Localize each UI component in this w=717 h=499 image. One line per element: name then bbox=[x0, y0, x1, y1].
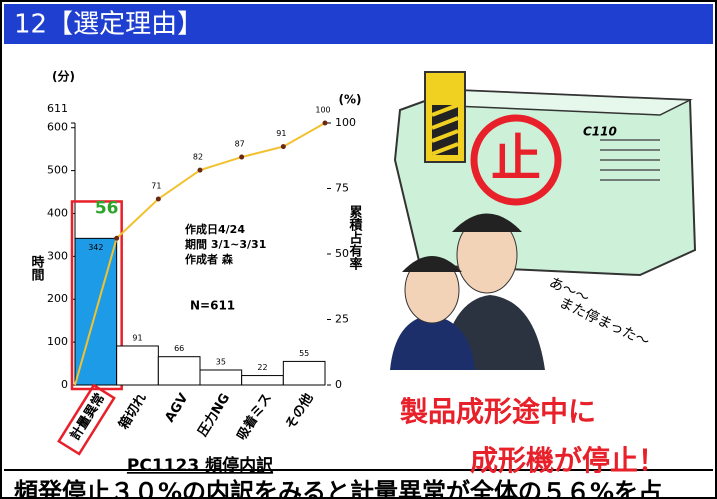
note: 期間 3/1~3/31 bbox=[185, 237, 266, 251]
y2-tick-label: 75 bbox=[335, 182, 349, 195]
value-label: 22 bbox=[257, 363, 267, 372]
x-tick-label: AGV bbox=[162, 391, 191, 425]
y-tick-label: 400 bbox=[47, 206, 68, 219]
cumulative-label: 71 bbox=[151, 181, 161, 190]
slide: 12【選定理由】 頻発停止３０%の内訳をみると計量異常が全体の５６%を占 C11… bbox=[0, 0, 717, 499]
x-tick-label: 箱切れ bbox=[116, 390, 150, 432]
speech-line: また停まった～ bbox=[557, 294, 653, 351]
cumulative-line bbox=[117, 123, 325, 238]
x-tick-label: 圧力NG bbox=[194, 390, 233, 439]
footer-text: 頻発停止３０%の内訳をみると計量異常が全体の５６%を占 bbox=[14, 478, 662, 499]
note: 作成者 森 bbox=[185, 252, 234, 266]
illustration: C110 止 あ～～ また停まった～ bbox=[390, 72, 695, 370]
y-tick-label: 500 bbox=[47, 164, 68, 177]
y-tick-label: 0 bbox=[61, 378, 68, 391]
caption-line: 成形機が停止！ bbox=[470, 444, 666, 477]
bar bbox=[242, 376, 284, 385]
cumulative-label: 91 bbox=[276, 129, 286, 138]
value-label: 55 bbox=[299, 349, 309, 358]
bar bbox=[117, 346, 159, 385]
y2-tick-label: 50 bbox=[335, 247, 349, 260]
y2-tick-label: 25 bbox=[335, 313, 349, 326]
caption-line: 製品成形途中に bbox=[400, 395, 596, 428]
value-label: 91 bbox=[132, 333, 142, 342]
x-tick-label: 吸着ミス bbox=[234, 390, 275, 443]
cumulative-point bbox=[323, 121, 328, 126]
value-label: 342 bbox=[88, 243, 103, 252]
y-tick-label: 100 bbox=[47, 335, 68, 348]
y-unit: (分) bbox=[52, 69, 75, 84]
n-label: N=611 bbox=[190, 299, 235, 313]
cumulative-point bbox=[156, 196, 161, 201]
cumulative-label: 87 bbox=[235, 140, 245, 149]
value-label: 35 bbox=[216, 357, 226, 366]
y2-tick-label: 0 bbox=[335, 378, 342, 391]
cumulative-point bbox=[281, 144, 286, 149]
bar bbox=[158, 357, 200, 385]
chart: 12【選定理由】 頻発停止３０%の内訳をみると計量異常が全体の５６%を占 C11… bbox=[0, 0, 717, 499]
cumulative-point bbox=[239, 155, 244, 160]
x-tick-label: その他 bbox=[282, 390, 316, 432]
stop-mark: 止 bbox=[491, 130, 541, 188]
bar bbox=[200, 370, 242, 385]
cumulative-label: 82 bbox=[193, 153, 203, 162]
y-axis-title: 時間 bbox=[29, 254, 45, 282]
note: 作成日4/24 bbox=[185, 222, 245, 236]
y2-axis-title: 累積占有率 bbox=[347, 204, 364, 271]
machine-label: C110 bbox=[583, 125, 617, 139]
cumulative-label: 56 bbox=[95, 198, 119, 218]
bar bbox=[283, 361, 325, 385]
slide-title: 12【選定理由】 bbox=[14, 10, 203, 40]
y-tick-label: 200 bbox=[47, 292, 68, 305]
y2-unit: (%) bbox=[339, 93, 362, 107]
value-label: 66 bbox=[174, 344, 184, 353]
cumulative-label: 100 bbox=[315, 106, 330, 115]
y-tick-label: 600 bbox=[47, 121, 68, 134]
y-tick-label: 300 bbox=[47, 249, 68, 262]
cumulative-point bbox=[198, 168, 203, 173]
y-tick-label: 611 bbox=[47, 102, 68, 115]
cumulative-point bbox=[114, 236, 119, 241]
y2-tick-label: 100 bbox=[335, 116, 356, 129]
chart-title: PC1123 頻停内訳 bbox=[127, 455, 274, 476]
